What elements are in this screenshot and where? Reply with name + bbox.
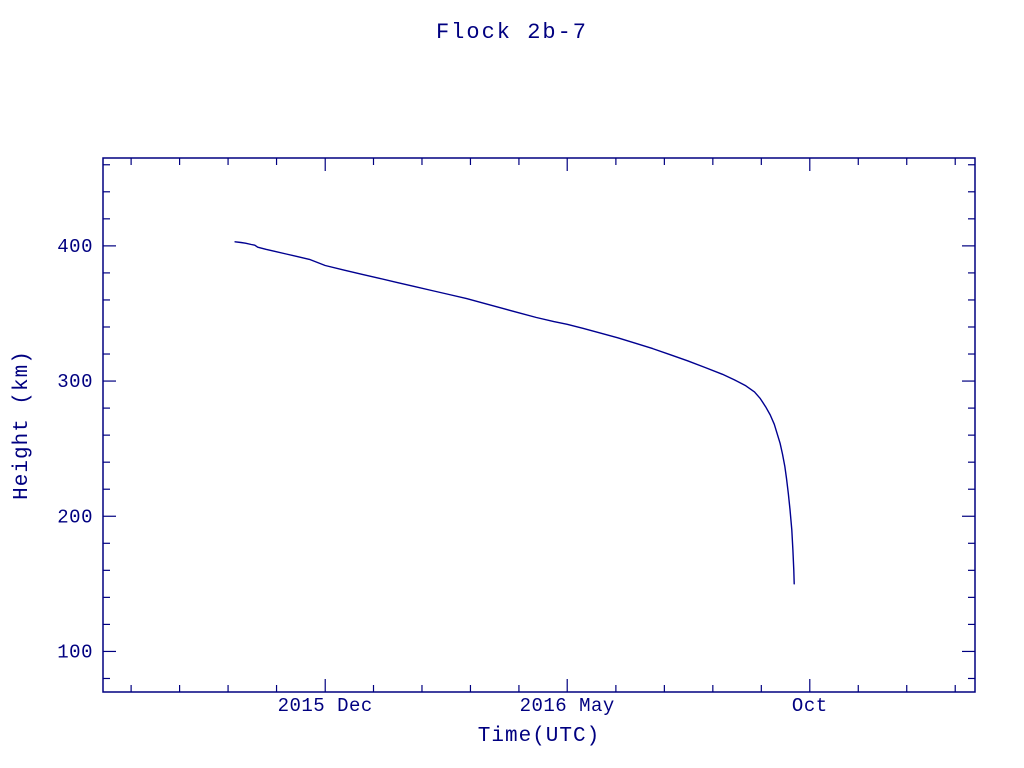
- y-tick-label: 100: [57, 641, 93, 663]
- y-tick-label: 300: [57, 371, 93, 393]
- x-axis-label: Time(UTC): [478, 725, 600, 748]
- x-tick-label: 2016 May: [520, 695, 615, 717]
- y-tick-label: 400: [57, 236, 93, 258]
- axis-tick-labels: 2015 Dec 2016 May Oct 100 200 300 400: [57, 236, 827, 717]
- axis-ticks: [103, 158, 975, 692]
- y-tick-label: 200: [57, 506, 93, 528]
- decay-curve: [234, 241, 795, 585]
- chart-title: Flock 2b-7: [436, 20, 588, 45]
- x-tick-label: 2015 Dec: [278, 695, 373, 717]
- x-tick-label: Oct: [792, 695, 828, 717]
- plot-frame: [102, 157, 976, 693]
- y-axis-label: Height (km): [11, 350, 34, 500]
